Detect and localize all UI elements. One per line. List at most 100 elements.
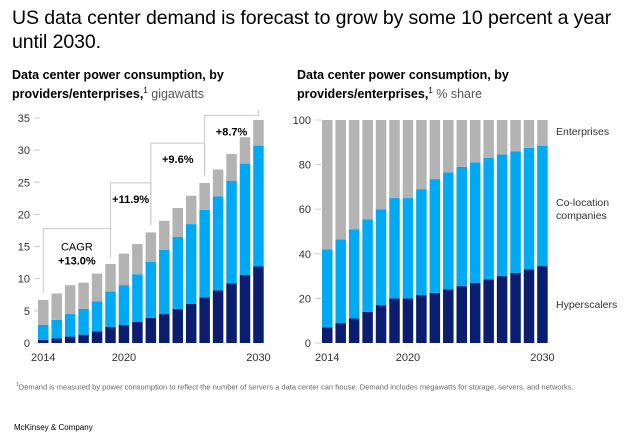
bar-segment-enterprises [537, 120, 548, 146]
bar-segment-enterprises [253, 119, 264, 146]
cagr-value-label: +8.7% [216, 126, 248, 138]
bar-segment-enterprises [469, 120, 481, 163]
bar-segment-enterprises [105, 263, 116, 292]
bar-segment-colocation [375, 209, 387, 306]
bar-segment-enterprises [226, 154, 237, 181]
bar-segment-enterprises [389, 120, 400, 199]
bar-segment-colocation [537, 145, 548, 267]
y-tick-label: 40 [299, 249, 311, 261]
bar-segment-colocation [105, 291, 116, 327]
bar-segment-colocation [389, 198, 400, 299]
bar-segment-enterprises [483, 120, 494, 158]
cagr-bracket [204, 110, 259, 177]
bar-segment-hyperscalers [159, 314, 170, 343]
bar-segment-hyperscalers [51, 338, 62, 343]
bar-segment-hyperscalers [132, 321, 143, 343]
bar-segment-enterprises [159, 220, 170, 250]
bar-segment-hyperscalers [105, 326, 116, 343]
bar-segment-hyperscalers [185, 303, 197, 343]
bar-segment-hyperscalers [416, 295, 427, 343]
left-chart-footnote-marker: 1 [143, 86, 148, 95]
bar-segment-hyperscalers [362, 311, 373, 343]
right-chart-share: 0 20 40 60 80 100 2014 2020 2030 Enterprises Co-lo… [293, 115, 618, 364]
bar-segment-enterprises [199, 182, 210, 210]
bar-segment-colocation [64, 314, 76, 337]
bar-segment-enterprises [456, 120, 467, 167]
bar-segment-enterprises [212, 169, 224, 197]
x-tick-label: 2020 [112, 352, 136, 364]
right-chart-footnote-marker: 1 [428, 86, 433, 95]
y-tick-label: 20 [299, 293, 311, 305]
bar-segment-colocation [159, 249, 170, 315]
bar-segment-colocation [523, 147, 535, 270]
y-tick-label: 30 [18, 145, 30, 157]
right-chart-title-text: Data center power consumption, by provid… [297, 68, 509, 102]
y-tick-label: 10 [18, 274, 30, 286]
bar-segment-enterprises [118, 253, 130, 286]
bar-segment-colocation [456, 166, 467, 287]
bar-segment-colocation [239, 163, 251, 275]
cagr-value-label: +11.9% [112, 194, 149, 206]
right-chart-title: Data center power consumption, by provid… [297, 67, 557, 102]
bar-segment-colocation [51, 319, 62, 339]
legend-colocation-line2: companies [556, 210, 607, 222]
bar-segment-colocation [510, 151, 521, 273]
bar-segment-enterprises [145, 232, 157, 262]
bar-segment-enterprises [51, 293, 62, 320]
bar-segment-colocation [348, 229, 360, 319]
footnote: 1Demand is measured by power consumption… [16, 380, 616, 393]
legend-colocation-line1: Co-location [556, 197, 609, 209]
bar-segment-hyperscalers [38, 339, 49, 343]
left-chart-title-text: Data center power consumption, by provid… [12, 68, 224, 102]
bar-segment-hyperscalers [91, 331, 103, 343]
bar-segment-enterprises [185, 195, 197, 225]
bar-segment-colocation [443, 172, 454, 290]
bar-segment-hyperscalers [402, 298, 414, 343]
bar-segment-colocation [362, 219, 373, 312]
bar-segment-hyperscalers [226, 283, 237, 343]
cagr-value-label: +9.6% [162, 154, 194, 166]
bar-segment-colocation [132, 274, 143, 322]
bar-segment-colocation [185, 224, 197, 304]
bar-segment-hyperscalers [78, 334, 89, 343]
bar-segment-enterprises [239, 137, 251, 164]
bar-segment-colocation [145, 262, 157, 318]
bar-segment-hyperscalers [212, 290, 224, 343]
bar-segment-colocation [469, 162, 481, 283]
footnote-marker: 1 [16, 382, 19, 388]
bar-segment-colocation [212, 196, 224, 291]
y-tick-label: 100 [293, 115, 311, 127]
x-tick-label: 2030 [530, 352, 554, 364]
bar-segment-enterprises [348, 120, 360, 230]
bar-segment-enterprises [362, 120, 373, 220]
bar-segment-enterprises [375, 120, 387, 210]
bar-segment-colocation [172, 236, 183, 309]
bar-segment-enterprises [172, 208, 183, 237]
bar-segment-colocation [38, 325, 49, 340]
left-chart-unit: gigawatts [151, 87, 205, 102]
y-tick-label: 0 [24, 338, 30, 350]
bar-segment-colocation [253, 145, 264, 267]
bar-segment-enterprises [322, 120, 333, 250]
bar-segment-colocation [335, 239, 346, 323]
bar-segment-colocation [226, 181, 237, 284]
bar-segment-hyperscalers [523, 269, 535, 343]
bar-segment-hyperscalers [469, 282, 481, 343]
right-chart-unit: % share [436, 87, 483, 102]
bar-segment-hyperscalers [322, 327, 333, 343]
legend-enterprises: Enterprises [556, 126, 609, 138]
bar-segment-colocation [416, 189, 427, 296]
bar-segment-hyperscalers [118, 325, 130, 343]
source-credit: McKinsey & Company [14, 423, 93, 432]
bar-segment-hyperscalers [199, 297, 210, 343]
y-tick-label: 0 [305, 338, 311, 350]
left-chart-title: Data center power consumption, by provid… [12, 67, 272, 102]
bar-segment-enterprises [416, 120, 427, 190]
bar-segment-hyperscalers [443, 289, 454, 343]
bar-segment-colocation [322, 249, 333, 328]
bar-segment-hyperscalers [253, 266, 264, 343]
page-title: US data center demand is forecast to gro… [12, 7, 612, 53]
legend-hyperscalers: Hyperscalers [556, 299, 617, 311]
y-tick-label: 35 [18, 113, 30, 125]
